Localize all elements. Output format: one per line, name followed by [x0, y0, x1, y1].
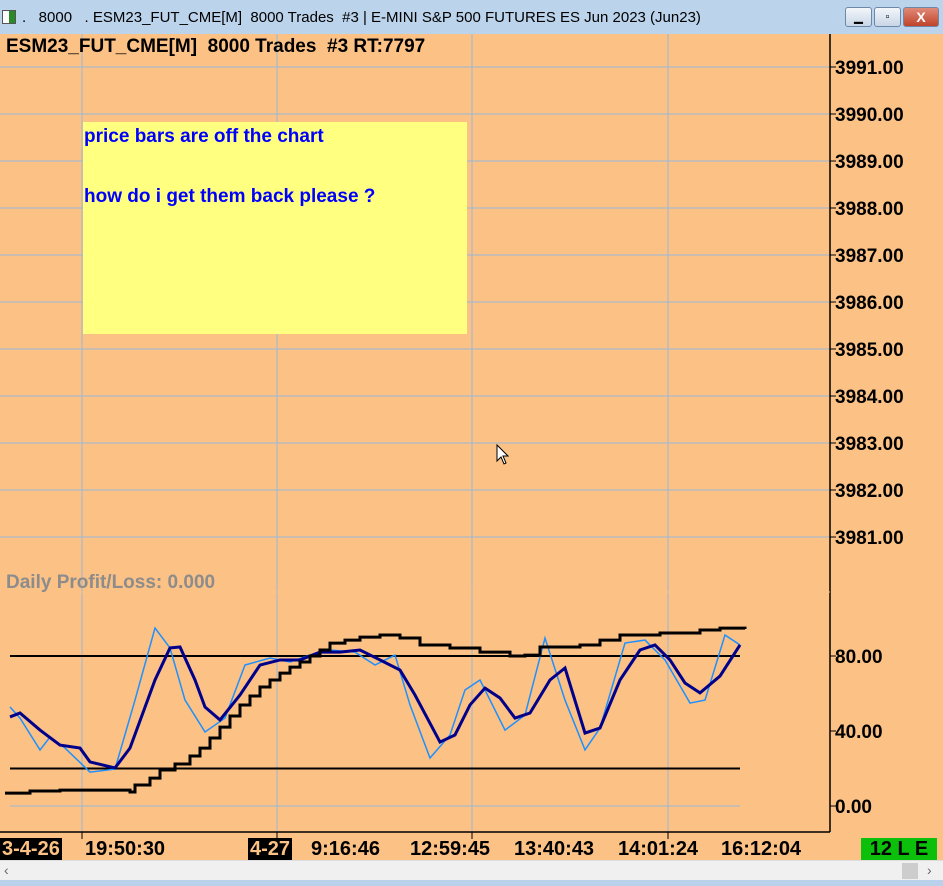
step-series-line	[5, 626, 747, 795]
x-tick-label: 3-4-26	[0, 838, 62, 861]
minimize-button[interactable]: ▁	[845, 7, 872, 27]
app-icon[interactable]	[2, 10, 16, 24]
y-tick-label: 3983.00	[835, 434, 904, 455]
y-tick-label: 3987.00	[835, 246, 904, 267]
x-tick-label: 13:40:43	[514, 838, 595, 860]
y-tick-label: 3991.00	[835, 58, 904, 79]
y-tick-label: 3981.00	[835, 528, 904, 549]
y-tick-label: 3986.00	[835, 293, 904, 314]
x-tick-label: 4-27	[248, 838, 293, 861]
y-tick-label: 3989.00	[835, 152, 904, 173]
slow-series-line	[9, 643, 742, 770]
note-line-2: how do i get them back please ?	[84, 186, 376, 207]
x-tick-label: 16:12:04	[721, 838, 802, 860]
fast-series-line	[9, 626, 741, 773]
y-tick-label: 40.00	[835, 722, 883, 743]
y-tick-label: 3988.00	[835, 199, 904, 220]
scroll-thumb[interactable]	[902, 863, 918, 879]
x-tick-label: 12:59:45	[410, 838, 491, 860]
horizontal-scrollbar[interactable]: ‹ ›	[0, 860, 943, 880]
x-tick-label: 9:16:46	[311, 838, 380, 860]
scroll-left-icon[interactable]: ‹	[4, 862, 9, 878]
daily-profit-loss: Daily Profit/Loss: 0.000	[6, 572, 216, 593]
title-bar: . 8000 . ESM23_FUT_CME[M] 8000 Trades #3…	[0, 0, 943, 34]
y-tick-label: 0.00	[835, 797, 872, 818]
maximize-button[interactable]: ▫	[874, 7, 901, 27]
y-tick-label: 80.00	[835, 647, 883, 668]
note-line-1: price bars are off the chart	[84, 126, 324, 147]
y-tick-label: 3982.00	[835, 481, 904, 502]
scroll-right-icon[interactable]: ›	[927, 862, 932, 878]
x-tick-label: 19:50:30	[85, 838, 166, 860]
y-tick-label: 3990.00	[835, 105, 904, 126]
x-tick-label: 14:01:24	[618, 838, 699, 860]
mouse-cursor-icon	[496, 443, 510, 465]
y-tick-label: 3985.00	[835, 340, 904, 361]
y-tick-label: 3984.00	[835, 387, 904, 408]
symbol-header: ESM23_FUT_CME[M] 8000 Trades #3 RT:7797	[6, 36, 426, 57]
chart-area[interactable]: 3991.00 3990.00 3989.00 3988.00 3987.00 3986.…	[0, 34, 943, 862]
text-note[interactable]: price bars are off the chart how do i ge…	[83, 122, 467, 334]
window-title: . 8000 . ESM23_FUT_CME[M] 8000 Trades #3…	[22, 8, 701, 26]
close-button[interactable]: X	[903, 7, 939, 27]
status-badge: 12 L E	[861, 838, 937, 862]
